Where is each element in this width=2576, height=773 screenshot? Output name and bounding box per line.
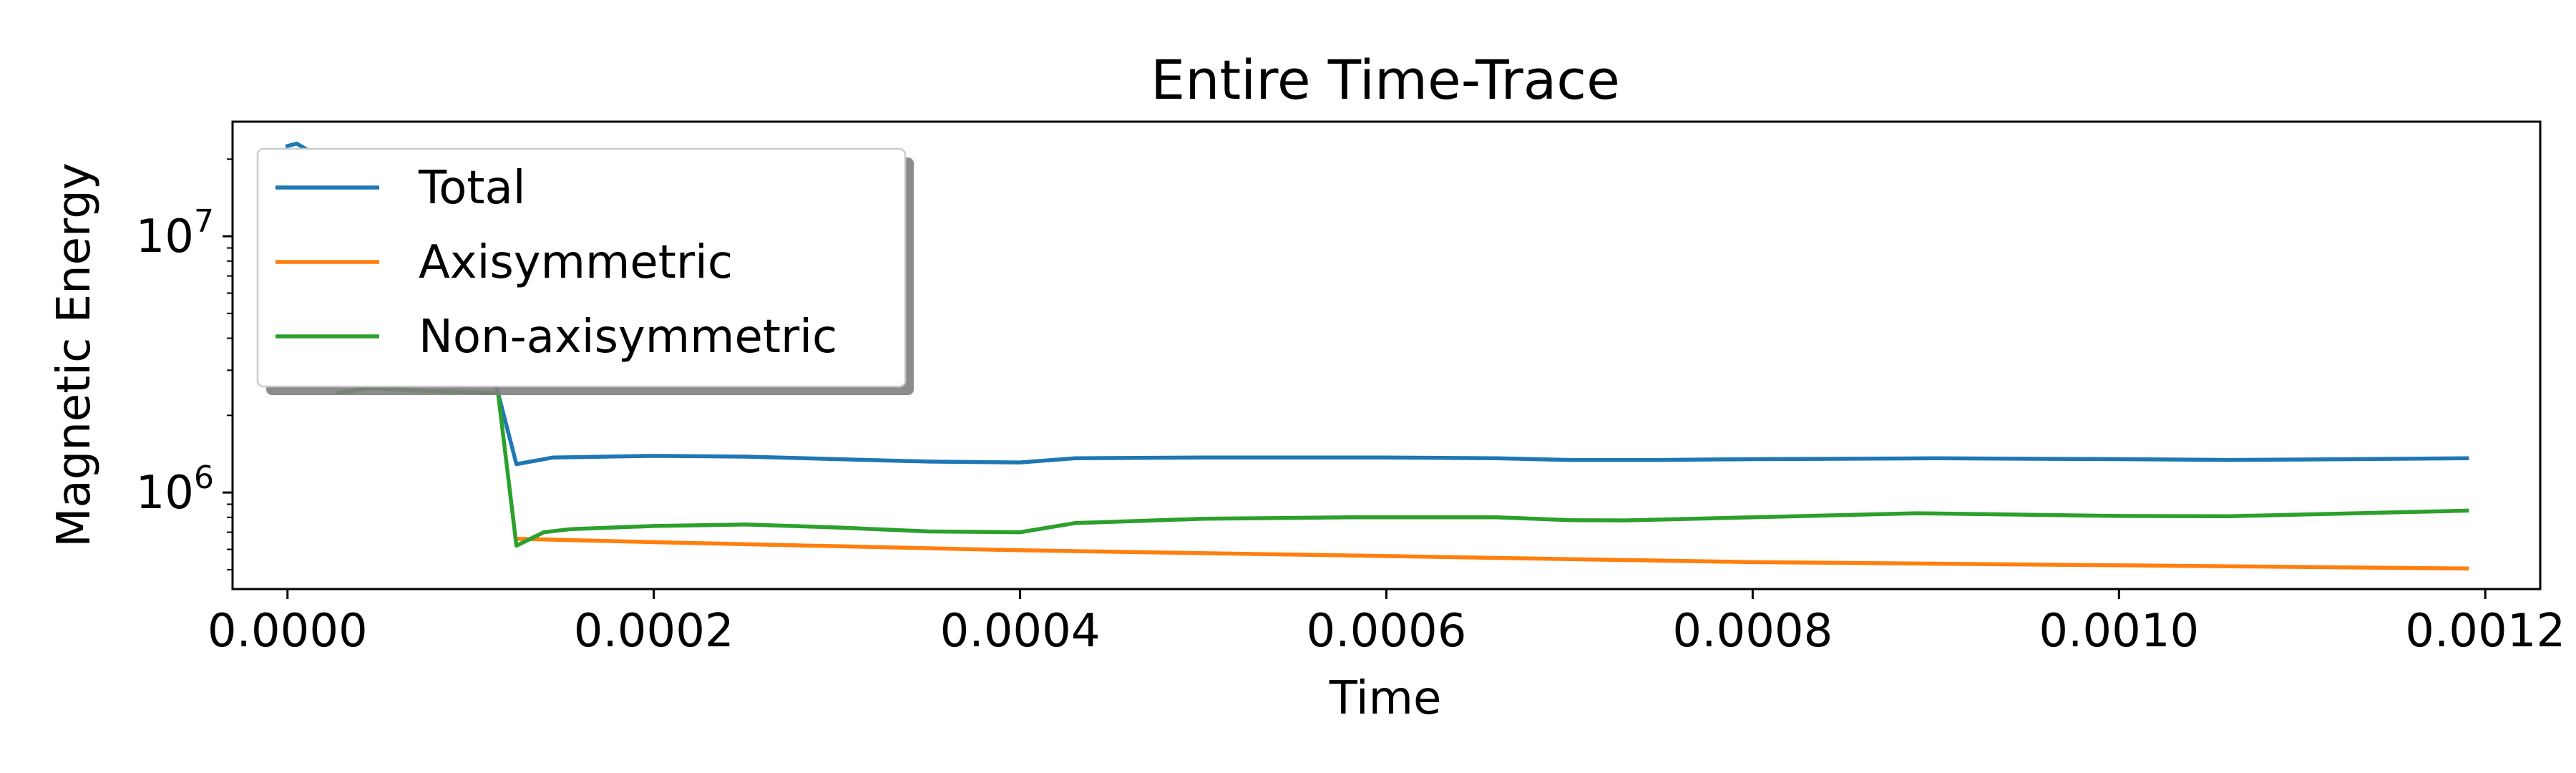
- y-axis-label: Magnetic Energy: [48, 162, 101, 547]
- x-tick-label: 0.0002: [574, 605, 734, 658]
- x-tick-label: 0.0012: [2405, 605, 2565, 658]
- x-tick-label: 0.0010: [2039, 605, 2199, 658]
- x-tick-label: 0.0004: [940, 605, 1101, 658]
- series-line-1: [514, 536, 2469, 571]
- y-axis-ticks: 106 107: [136, 158, 233, 570]
- y-tick-label: 106: [136, 460, 214, 520]
- x-axis-ticks: 0.0000 0.0002 0.0004 0.0006 0.0008 0.0010 0.00…: [208, 589, 2565, 658]
- series-line-0: [285, 141, 2469, 467]
- x-axis-label: Time: [1329, 672, 1442, 725]
- plot-series-group: [285, 141, 2469, 571]
- legend-label-2: Non-axisymmetric: [419, 311, 837, 364]
- x-tick-label: 0.0006: [1307, 605, 1467, 658]
- legend-label-0: Total: [418, 162, 525, 215]
- legend-entries: Total Axisymmetric Non-axisymmetric: [275, 162, 837, 364]
- chart-legend: Total Axisymmetric Non-axisymmetric: [256, 147, 914, 395]
- x-tick-label: 0.0000: [208, 605, 368, 658]
- series-line-2: [336, 386, 2469, 548]
- chart-title: Entire Time-Trace: [1151, 48, 1620, 112]
- x-tick-label: 0.0008: [1672, 605, 1833, 658]
- legend-label-1: Axisymmetric: [419, 236, 733, 289]
- y-tick-label: 107: [136, 203, 214, 263]
- legend-box: [256, 147, 907, 388]
